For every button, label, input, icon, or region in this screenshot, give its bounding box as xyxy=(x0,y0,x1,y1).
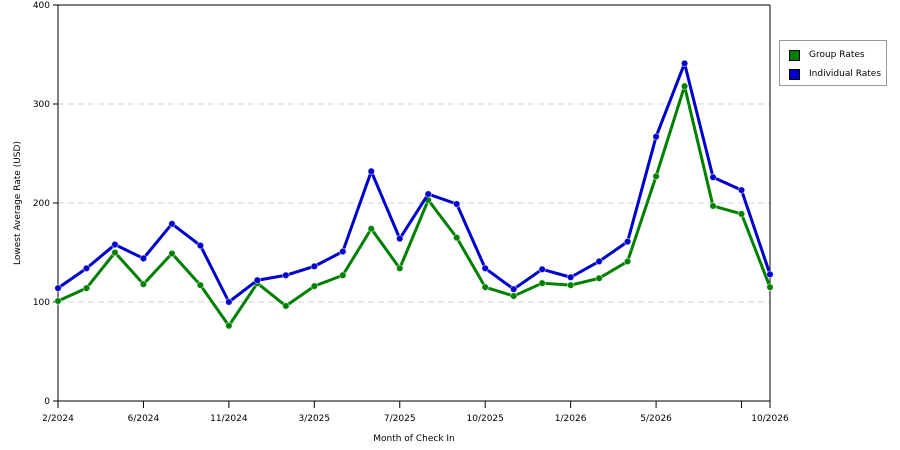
data-point xyxy=(680,82,689,90)
series-line xyxy=(57,61,772,304)
y-axis-title: Lowest Average Rate (USD) xyxy=(13,141,23,265)
data-point xyxy=(367,225,375,233)
y-tick-label: 200 xyxy=(33,199,50,209)
data-point xyxy=(709,202,717,210)
x-axis-title: Month of Check In xyxy=(373,434,455,444)
data-point xyxy=(623,257,632,266)
data-point xyxy=(168,249,176,258)
legend-item-group: Group Rates xyxy=(789,48,865,62)
y-tick-label: 300 xyxy=(33,100,50,110)
gridlines xyxy=(58,103,770,303)
series-line xyxy=(57,84,772,328)
data-point xyxy=(310,262,319,271)
data-point xyxy=(453,233,461,242)
data-point xyxy=(111,240,119,249)
data-point xyxy=(680,59,689,68)
legend-swatch-individual xyxy=(789,68,800,80)
x-tick-label: 6/2024 xyxy=(128,414,160,424)
data-point xyxy=(766,283,774,291)
x-tick-label: 1/2026 xyxy=(555,414,587,424)
data-point xyxy=(509,285,518,293)
data-point xyxy=(623,237,632,246)
data-point xyxy=(339,271,347,279)
data-point xyxy=(139,280,148,288)
data-point xyxy=(709,173,717,181)
data-point xyxy=(538,279,546,287)
data-point xyxy=(737,186,746,194)
data-point xyxy=(481,264,489,273)
data-point xyxy=(453,200,461,208)
x-ticks: 2/2024 6/2024 11/2024 3/2025 7/2025 10/2025 1/… xyxy=(42,401,789,424)
data-point xyxy=(766,270,774,278)
data-point xyxy=(139,254,148,263)
legend-swatch-group xyxy=(789,49,800,61)
data-point xyxy=(538,265,546,274)
data-point xyxy=(196,281,205,289)
legend: Group Rates Individual Rates xyxy=(779,40,887,86)
data-point xyxy=(339,247,347,256)
data-point xyxy=(509,292,518,300)
x-tick-label: 3/2025 xyxy=(298,414,330,424)
data-point xyxy=(737,210,746,218)
legend-item-individual: Individual Rates xyxy=(789,67,881,81)
data-point xyxy=(652,172,660,180)
y-tick-label: 0 xyxy=(44,397,50,407)
data-point xyxy=(367,167,375,176)
data-point xyxy=(652,132,660,141)
x-tick-label: 2/2024 xyxy=(42,414,74,424)
data-point xyxy=(566,273,575,281)
series-1 xyxy=(54,59,774,306)
x-tick-label: 10/2026 xyxy=(751,414,789,424)
data-point xyxy=(225,322,233,330)
series xyxy=(54,59,774,330)
data-point xyxy=(253,276,262,284)
y-tick-label: 400 xyxy=(33,1,50,11)
data-point xyxy=(54,284,62,292)
data-point xyxy=(282,271,290,279)
x-tick-label: 11/2024 xyxy=(210,414,248,424)
data-point xyxy=(111,248,119,257)
x-tick-label: 10/2025 xyxy=(467,414,504,424)
data-point xyxy=(424,190,432,198)
legend-label-individual: Individual Rates xyxy=(809,69,882,79)
series-0 xyxy=(54,82,774,330)
data-point xyxy=(595,257,603,266)
x-tick-label: 7/2025 xyxy=(384,414,416,424)
legend-label-group: Group Rates xyxy=(809,50,865,60)
data-point xyxy=(196,241,205,250)
x-tick-label: 5/2026 xyxy=(640,414,672,424)
data-point xyxy=(396,264,404,273)
data-point xyxy=(566,281,575,289)
data-point xyxy=(396,234,404,243)
data-point xyxy=(168,220,176,228)
data-point xyxy=(54,297,62,305)
data-point xyxy=(225,298,233,306)
data-point xyxy=(82,284,91,292)
y-tick-label: 100 xyxy=(33,298,50,308)
data-point xyxy=(282,302,290,310)
y-ticks: 0 100 200 300 400 xyxy=(33,1,58,407)
data-point xyxy=(595,274,603,282)
data-point xyxy=(481,283,489,291)
data-point xyxy=(310,282,319,290)
data-point xyxy=(82,264,91,273)
